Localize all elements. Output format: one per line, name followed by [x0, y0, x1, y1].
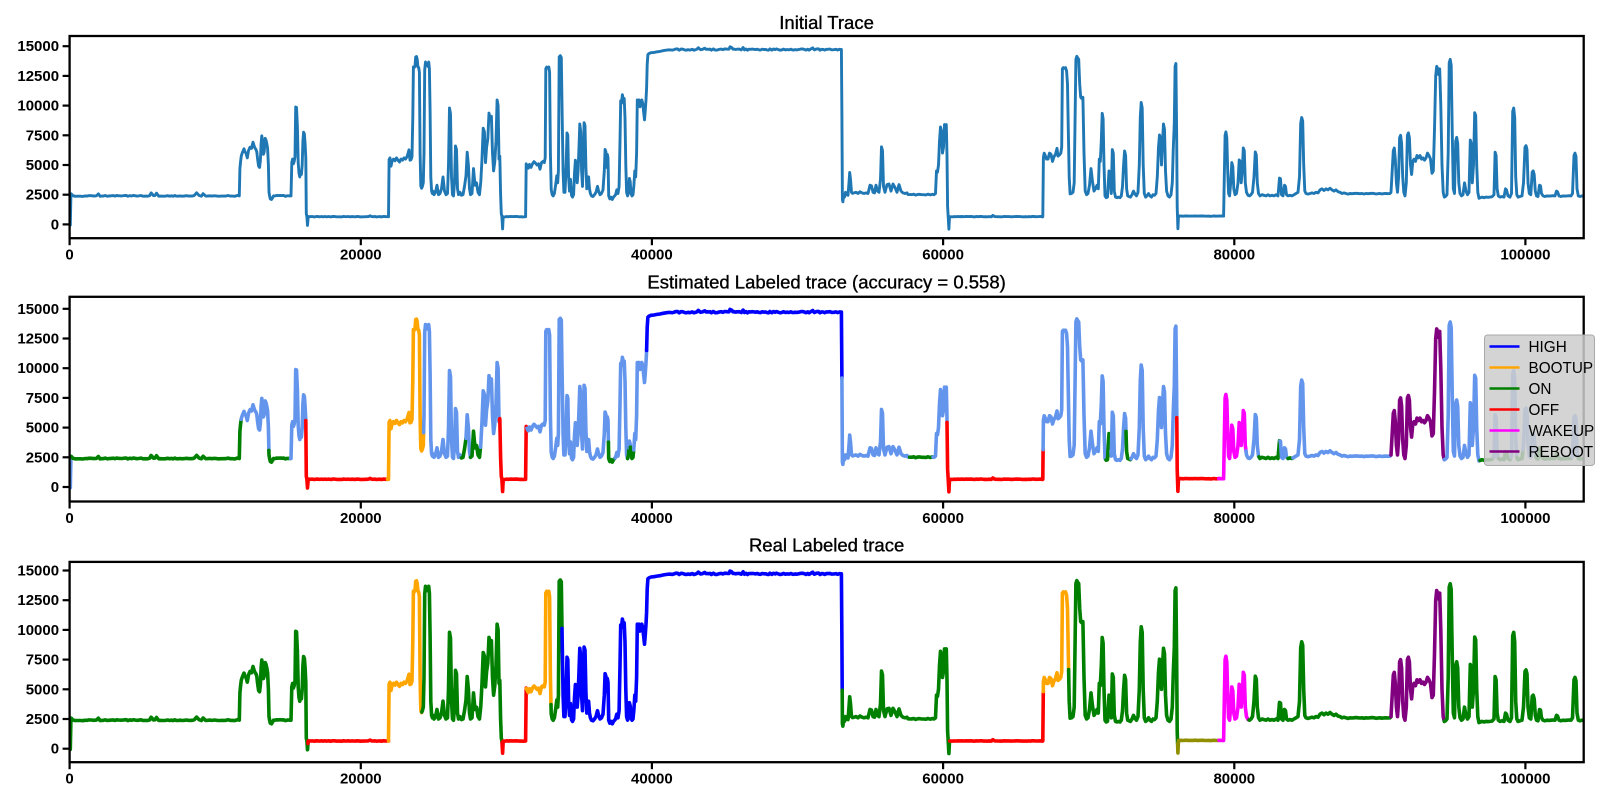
svg-text:Estimated Labeled trace (accur: Estimated Labeled trace (accuracy = 0.55… [647, 272, 1005, 293]
svg-text:ON: ON [1529, 381, 1552, 398]
svg-text:40000: 40000 [631, 771, 673, 788]
svg-text:20000: 20000 [340, 247, 382, 264]
svg-text:BOOTUP: BOOTUP [1529, 360, 1594, 377]
svg-text:12500: 12500 [17, 592, 59, 609]
svg-text:80000: 80000 [1213, 771, 1255, 788]
svg-text:0: 0 [51, 479, 59, 496]
svg-text:7500: 7500 [26, 652, 59, 669]
svg-text:0: 0 [51, 741, 59, 758]
svg-text:OFF: OFF [1529, 402, 1560, 419]
svg-text:5000: 5000 [26, 681, 59, 698]
svg-text:0: 0 [65, 510, 73, 527]
svg-text:100000: 100000 [1500, 510, 1550, 527]
svg-text:10000: 10000 [17, 622, 59, 639]
svg-text:80000: 80000 [1213, 510, 1255, 527]
svg-text:5000: 5000 [26, 157, 59, 174]
svg-text:WAKEUP: WAKEUP [1529, 423, 1595, 440]
svg-text:15000: 15000 [17, 563, 59, 580]
svg-text:12500: 12500 [17, 331, 59, 348]
svg-text:100000: 100000 [1500, 771, 1550, 788]
svg-text:60000: 60000 [922, 510, 964, 527]
svg-text:2500: 2500 [26, 711, 59, 728]
svg-text:Initial Trace: Initial Trace [779, 12, 874, 33]
svg-text:2500: 2500 [26, 187, 59, 204]
svg-text:15000: 15000 [17, 38, 59, 55]
svg-text:40000: 40000 [631, 510, 673, 527]
svg-text:0: 0 [65, 771, 73, 788]
svg-text:10000: 10000 [17, 360, 59, 377]
svg-text:80000: 80000 [1213, 247, 1255, 264]
svg-text:60000: 60000 [922, 771, 964, 788]
svg-text:7500: 7500 [26, 127, 59, 144]
svg-text:0: 0 [65, 247, 73, 264]
svg-text:20000: 20000 [340, 510, 382, 527]
svg-text:REBOOT: REBOOT [1529, 444, 1594, 461]
svg-text:HIGH: HIGH [1529, 339, 1567, 356]
svg-text:15000: 15000 [17, 301, 59, 318]
svg-text:12500: 12500 [17, 68, 59, 85]
svg-text:7500: 7500 [26, 390, 59, 407]
svg-text:40000: 40000 [631, 247, 673, 264]
svg-text:2500: 2500 [26, 449, 59, 466]
svg-text:5000: 5000 [26, 420, 59, 437]
svg-text:Real Labeled trace: Real Labeled trace [749, 535, 904, 556]
svg-text:0: 0 [51, 216, 59, 233]
svg-text:10000: 10000 [17, 98, 59, 115]
svg-text:20000: 20000 [340, 771, 382, 788]
svg-text:100000: 100000 [1500, 247, 1550, 264]
svg-text:60000: 60000 [922, 247, 964, 264]
